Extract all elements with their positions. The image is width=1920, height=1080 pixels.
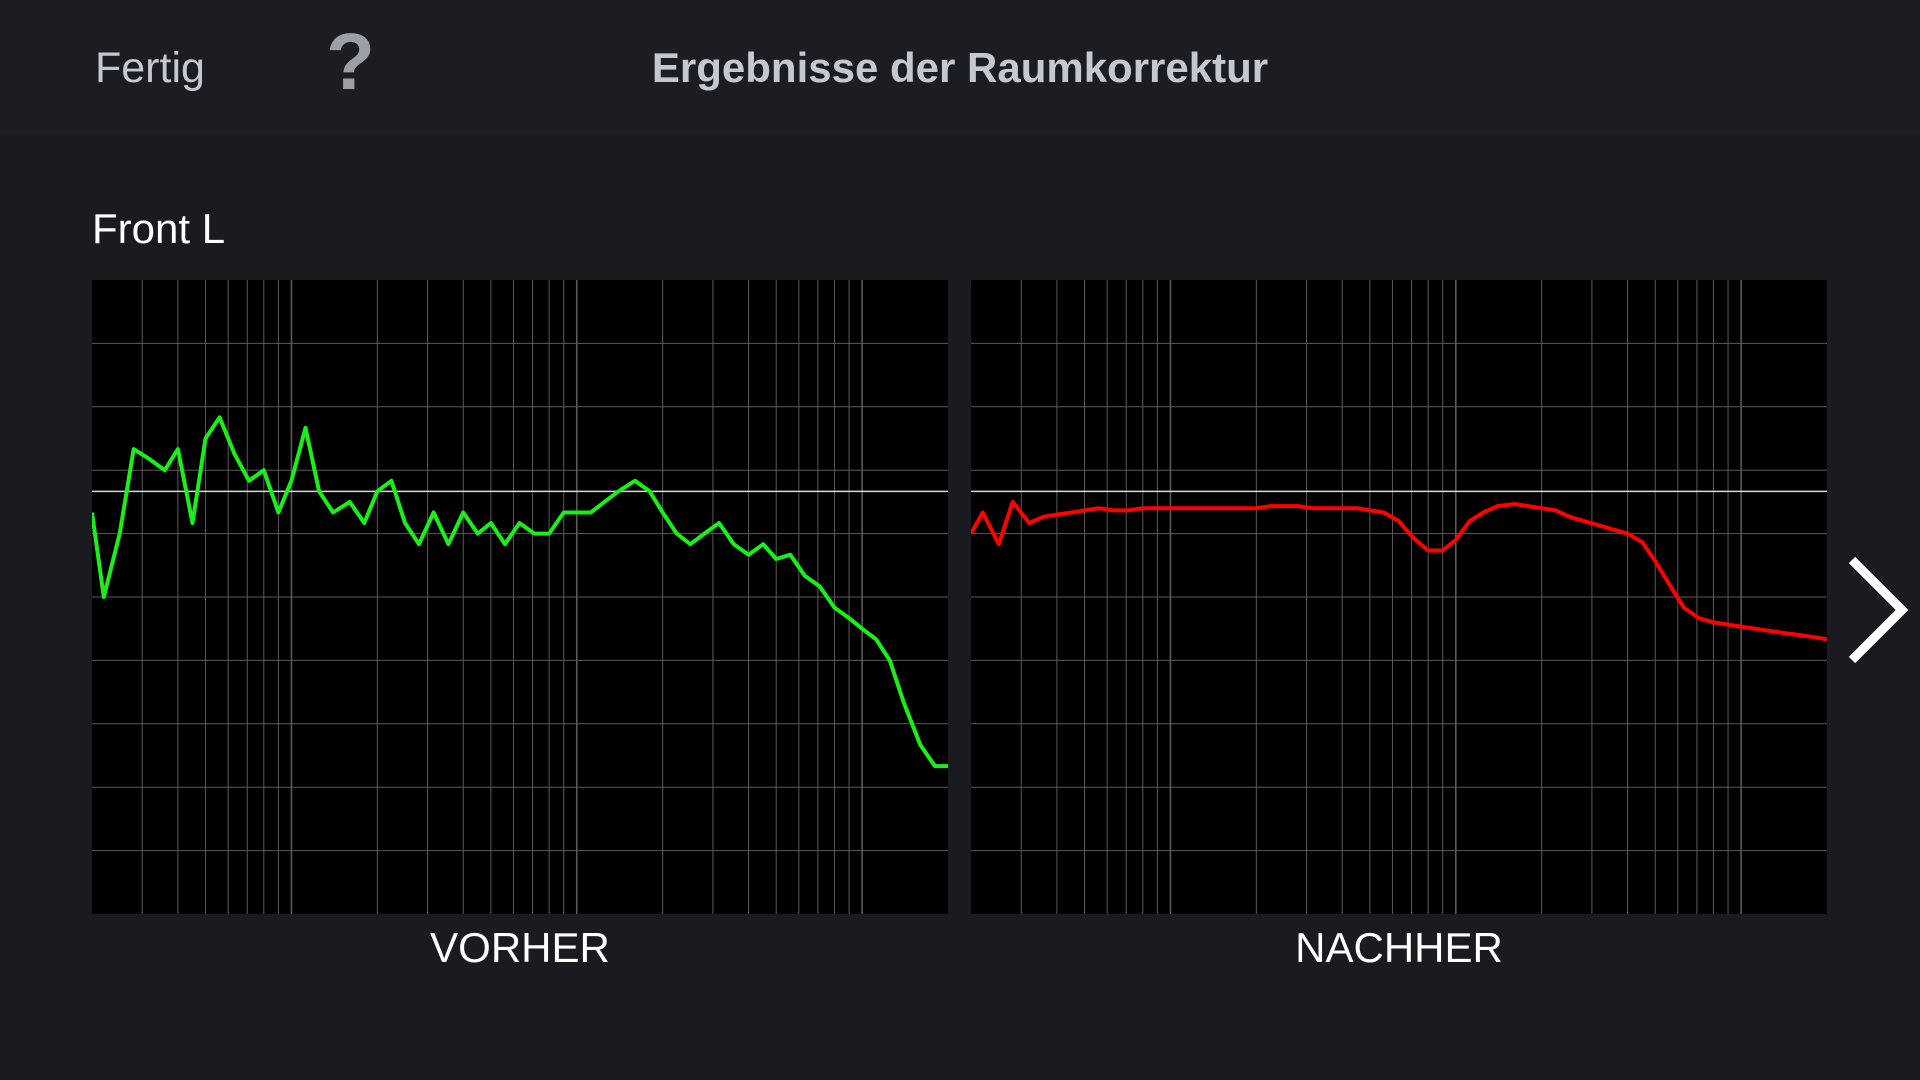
- after-chart-svg: [971, 280, 1827, 914]
- grid: [971, 280, 1827, 914]
- top-bar: Fertig ? Ergebnisse der Raumkorrektur: [0, 0, 1920, 135]
- before-label: VORHER: [430, 924, 610, 971]
- next-channel-button[interactable]: [1840, 550, 1910, 670]
- help-icon[interactable]: ?: [326, 17, 375, 106]
- chevron-right-icon: [1848, 556, 1909, 664]
- page-title: Ergebnisse der Raumkorrektur: [651, 44, 1269, 91]
- before-chart-svg: [92, 280, 948, 914]
- after-response-curve: [971, 499, 1827, 642]
- done-button[interactable]: Fertig: [95, 44, 205, 92]
- grid: [92, 280, 948, 914]
- after-chart: [971, 280, 1827, 914]
- before-chart: [92, 280, 948, 914]
- after-label: NACHHER: [1295, 924, 1503, 971]
- before-response-curve: [92, 415, 948, 769]
- channel-name: Front L: [92, 205, 226, 252]
